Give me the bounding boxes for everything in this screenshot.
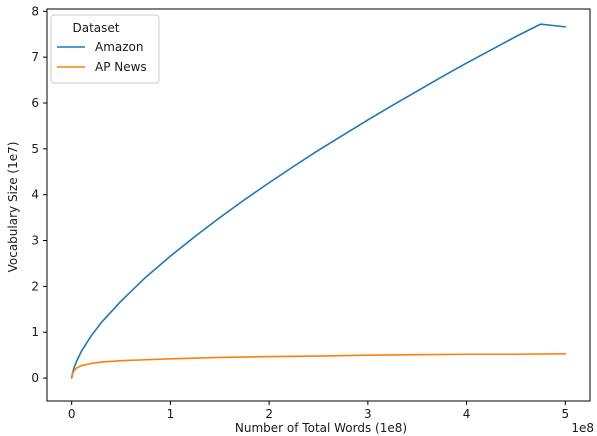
y-tick-label: 5 [31, 142, 39, 156]
series-line-ap-news [70, 352, 567, 379]
y-tick-label: 8 [31, 4, 39, 18]
x-tick-label: 0 [68, 407, 76, 421]
series-line-amazon [70, 23, 567, 379]
y-axis-label: Vocabulary Size (1e7) [6, 142, 20, 273]
y-tick-label: 3 [31, 234, 39, 248]
legend-items: Amazon AP News [57, 40, 147, 74]
y-tick-label: 0 [31, 371, 39, 385]
plot-frame [46, 8, 591, 402]
legend-label-ap-news: AP News [95, 60, 147, 74]
legend-box [50, 14, 160, 84]
x-tick-label: 2 [265, 407, 273, 421]
axes: 0 1 2 3 4 5 0 1 2 3 4 5 6 7 8 [31, 4, 591, 421]
y-tick-label: 7 [31, 50, 39, 64]
x-tick-label: 5 [561, 407, 569, 421]
x-tick-label: 4 [463, 407, 471, 421]
x-tick-label: 1 [167, 407, 175, 421]
legend-label-amazon: Amazon [95, 40, 144, 54]
y-tick-label: 6 [31, 96, 39, 110]
y-tick-label: 4 [31, 188, 39, 202]
y-tick-label: 2 [31, 279, 39, 293]
x-axis-offset-label: 1e8 [571, 421, 594, 435]
x-axis-label: Number of Total Words (1e8) [235, 421, 407, 435]
legend-title: Dataset [73, 21, 120, 35]
x-tick-label: 3 [364, 407, 372, 421]
legend: Dataset Amazon AP News [50, 14, 160, 84]
y-tick-label: 1 [31, 325, 39, 339]
plot-area [70, 23, 567, 379]
